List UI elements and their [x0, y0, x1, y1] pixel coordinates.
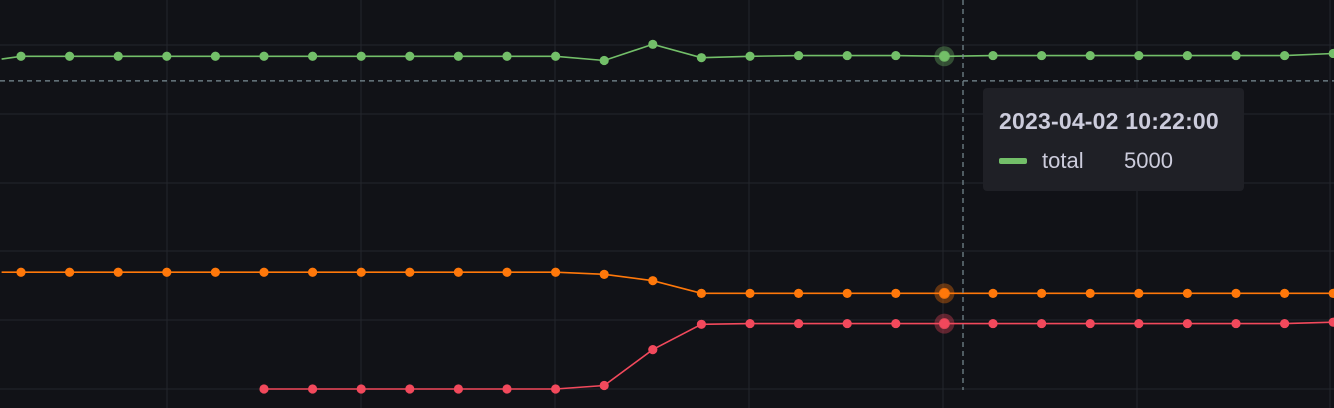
- data-point: [113, 51, 123, 61]
- data-point: [1182, 288, 1192, 298]
- data-point: [502, 51, 512, 61]
- data-point: [162, 51, 172, 61]
- data-point: [113, 267, 123, 277]
- data-point: [551, 51, 561, 61]
- data-point: [356, 384, 366, 394]
- hover-point: [938, 50, 950, 62]
- hover-overlay: [0, 0, 1334, 390]
- data-point: [1182, 50, 1192, 61]
- data-point: [696, 288, 707, 298]
- data-point: [891, 318, 901, 329]
- data-point: [502, 384, 512, 394]
- data-point: [745, 51, 755, 61]
- data-point: [648, 345, 658, 355]
- data-point: [210, 51, 220, 61]
- data-point: [988, 288, 998, 298]
- data-point: [308, 384, 318, 394]
- data-point: [842, 50, 852, 61]
- series-layer: [1, 39, 1334, 394]
- data-point: [1085, 50, 1095, 61]
- data-point: [1037, 288, 1047, 298]
- data-point: [1280, 318, 1290, 329]
- data-point: [551, 384, 561, 394]
- series-series-2: [1, 267, 1334, 298]
- data-point: [891, 50, 901, 61]
- data-point: [405, 51, 415, 61]
- data-point: [453, 51, 463, 61]
- data-point: [162, 267, 172, 277]
- data-point: [1328, 288, 1334, 298]
- data-point: [356, 51, 366, 61]
- data-point: [599, 55, 609, 66]
- hover-point: [938, 287, 950, 299]
- data-point: [1328, 48, 1334, 59]
- data-point: [794, 318, 804, 329]
- data-point: [65, 267, 75, 277]
- data-point: [1085, 318, 1095, 329]
- data-point: [696, 319, 707, 329]
- data-point: [405, 267, 415, 277]
- data-point: [259, 267, 269, 277]
- series-series-3: [259, 317, 1334, 394]
- data-point: [648, 276, 658, 286]
- data-point: [1182, 318, 1192, 329]
- data-point: [16, 267, 26, 277]
- data-point: [696, 53, 707, 63]
- data-point: [1328, 317, 1334, 327]
- data-point: [745, 288, 755, 298]
- data-point: [308, 267, 318, 277]
- data-point: [405, 384, 415, 394]
- data-point: [65, 51, 75, 61]
- data-point: [1134, 318, 1144, 329]
- data-point: [599, 380, 609, 391]
- data-point: [16, 51, 26, 61]
- hover-point: [938, 318, 950, 330]
- data-point: [259, 384, 269, 394]
- data-point: [1231, 318, 1241, 329]
- data-point: [1037, 318, 1047, 329]
- series-line: [1, 271, 1334, 295]
- data-point: [1134, 50, 1144, 61]
- tooltip-series-color-swatch: [999, 158, 1027, 164]
- tooltip-series-value: 5000: [1124, 148, 1173, 173]
- data-point: [551, 267, 561, 277]
- data-point: [794, 288, 804, 298]
- data-point: [453, 384, 463, 394]
- data-point: [502, 267, 512, 277]
- data-point: [842, 318, 852, 329]
- data-point: [988, 318, 998, 329]
- hover-tooltip: 2023-04-02 10:22:00 total 5000: [983, 88, 1244, 191]
- data-point: [842, 288, 852, 298]
- data-point: [1280, 288, 1290, 298]
- data-point: [745, 318, 755, 329]
- data-point: [1085, 288, 1095, 298]
- data-point: [988, 50, 998, 61]
- data-point: [1134, 288, 1144, 298]
- data-point: [1231, 50, 1241, 61]
- data-point: [453, 267, 463, 277]
- series-line: [1, 43, 1334, 62]
- data-point: [1231, 288, 1241, 298]
- data-point: [599, 269, 609, 279]
- tooltip-series-row: total 5000: [999, 148, 1228, 174]
- tooltip-series-name: total: [1042, 148, 1084, 173]
- tooltip-timestamp: 2023-04-02 10:22:00: [999, 108, 1219, 134]
- data-point: [308, 51, 318, 61]
- data-point: [356, 267, 366, 277]
- data-point: [1280, 50, 1290, 61]
- data-point: [210, 267, 220, 277]
- data-point: [891, 288, 901, 298]
- series-line: [264, 321, 1334, 390]
- data-point: [259, 51, 269, 61]
- data-point: [1037, 50, 1047, 61]
- data-point: [648, 39, 658, 49]
- series-total: [1, 39, 1334, 66]
- data-point: [794, 50, 804, 61]
